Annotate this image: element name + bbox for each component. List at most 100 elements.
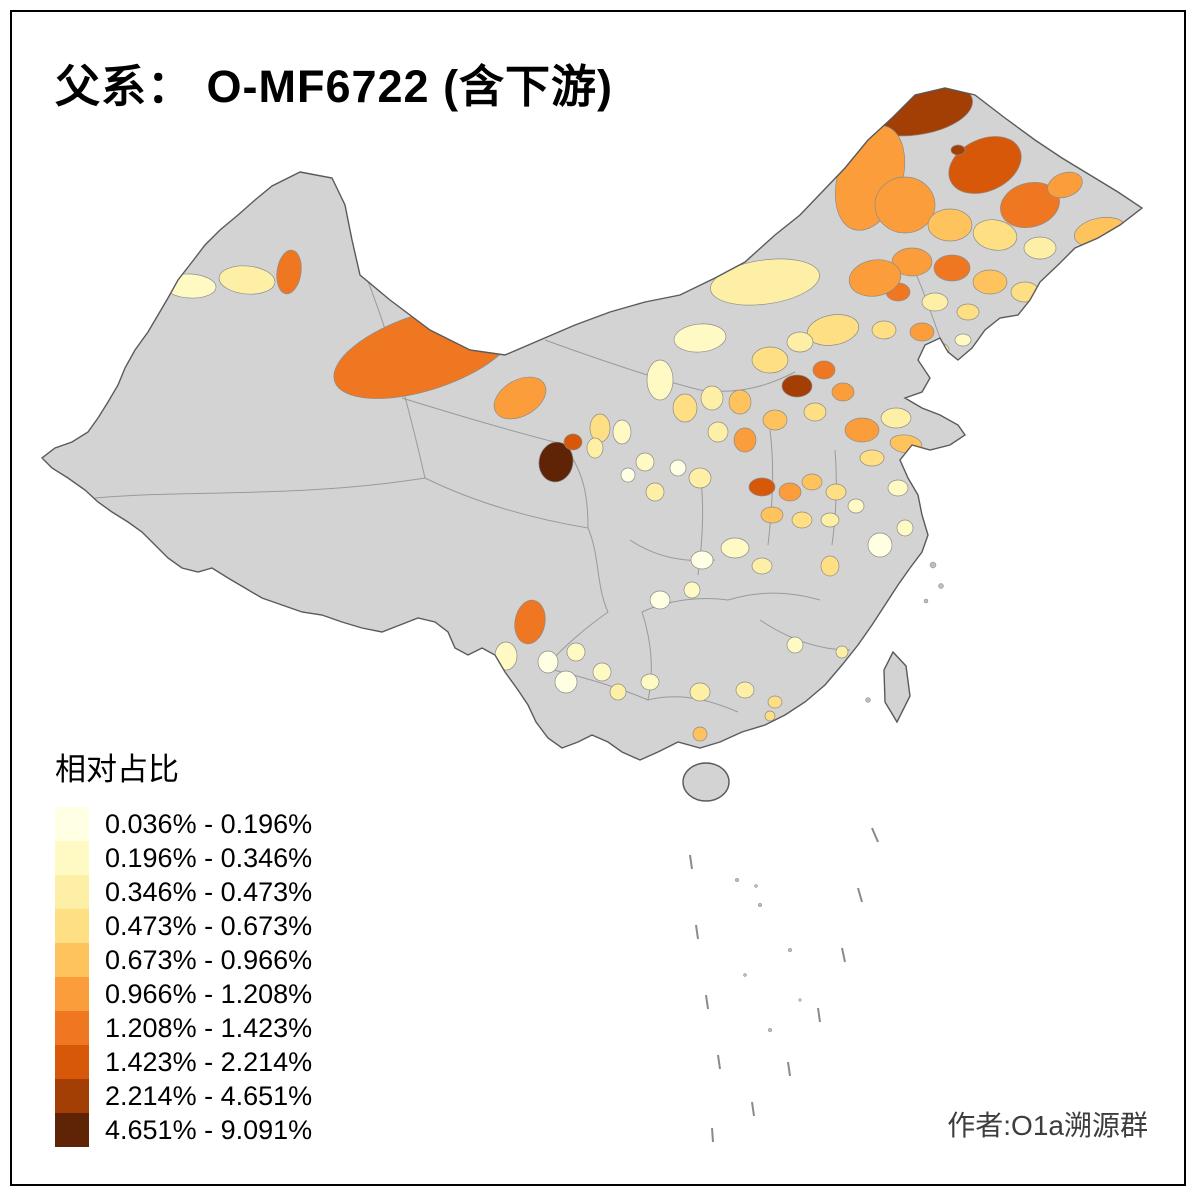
legend-swatch	[55, 807, 89, 841]
map-region	[635, 452, 655, 472]
map-region	[689, 682, 711, 702]
map-region	[921, 292, 949, 312]
map-region	[692, 726, 708, 742]
legend-swatch	[55, 1113, 89, 1147]
map-region	[733, 427, 757, 453]
legend-row: 0.966% - 1.208%	[55, 977, 312, 1011]
map-region	[767, 695, 783, 709]
legend-label: 0.196% - 0.346%	[105, 842, 313, 873]
legend-swatch	[55, 909, 89, 943]
legend-row: 0.346% - 0.473%	[55, 875, 312, 909]
map-region	[880, 407, 912, 429]
map-region	[760, 506, 784, 524]
map-region	[537, 650, 559, 674]
legend-row: 1.423% - 2.214%	[55, 1045, 312, 1079]
map-region	[683, 581, 701, 599]
map-region	[646, 359, 674, 401]
legend-label: 1.423% - 2.214%	[105, 1046, 313, 1077]
map-region	[748, 477, 776, 497]
legend-row: 1.208% - 1.423%	[55, 1011, 312, 1045]
map-region	[956, 303, 980, 321]
map-region	[778, 482, 802, 502]
map-region	[835, 645, 849, 659]
map-region	[786, 636, 804, 654]
map-regions	[163, 88, 1126, 742]
map-region	[612, 419, 632, 445]
map-region	[751, 346, 789, 374]
map-region	[592, 662, 612, 682]
legend-row: 0.196% - 0.346%	[55, 841, 312, 875]
map-region	[554, 670, 578, 694]
legend-label: 0.036% - 0.196%	[105, 808, 313, 839]
credit: 作者:O1a溯源群	[947, 1110, 1148, 1141]
map-region	[887, 479, 909, 497]
map-region	[649, 590, 671, 610]
map-region	[871, 320, 897, 340]
map-region	[690, 550, 714, 570]
legend-rows: 0.036% - 0.196% 0.196% - 0.346% 0.346% - 0…	[55, 807, 312, 1147]
legend-swatch	[55, 875, 89, 909]
legend-row: 2.214% - 4.651%	[55, 1079, 312, 1113]
map-region	[700, 385, 724, 411]
legend-swatch	[55, 1011, 89, 1045]
legend-row: 0.473% - 0.673%	[55, 909, 312, 943]
page-title: 父系： O-MF6722 (含下游)	[55, 61, 614, 112]
map-region	[1047, 171, 1083, 199]
map-region	[844, 417, 880, 443]
map-region	[972, 269, 1008, 295]
map-region	[710, 258, 820, 306]
map-region	[820, 512, 840, 528]
map-region	[1023, 236, 1057, 260]
legend-label: 0.966% - 1.208%	[105, 978, 313, 1009]
legend-label: 0.473% - 0.673%	[105, 910, 313, 941]
hainan-island	[682, 762, 730, 802]
map-region	[972, 219, 1018, 251]
map-region	[801, 473, 823, 491]
map-region	[720, 537, 750, 559]
map-region	[764, 710, 776, 722]
map-region	[538, 441, 574, 483]
map-region	[669, 459, 687, 477]
legend-swatch	[55, 841, 89, 875]
map-region	[218, 265, 276, 295]
map-region	[948, 136, 1022, 194]
south-china-sea-dashes	[689, 827, 879, 1143]
map-region	[933, 254, 971, 282]
legend-row: 4.651% - 9.091%	[55, 1113, 312, 1147]
map-region	[620, 467, 636, 483]
map-region	[896, 519, 914, 537]
map-region	[927, 208, 973, 242]
legend-swatch	[55, 1079, 89, 1113]
legend-label: 0.673% - 0.966%	[105, 944, 313, 975]
map-region	[909, 322, 935, 342]
map-region	[891, 247, 933, 277]
map-region	[276, 249, 302, 295]
map-region	[493, 376, 547, 420]
legend: 相对占比 0.036% - 0.196% 0.196% - 0.346% 0.346…	[55, 744, 312, 1147]
map-region	[563, 433, 583, 451]
map-region	[831, 382, 855, 402]
map-region	[847, 498, 865, 514]
legend-label: 2.214% - 4.651%	[105, 1080, 313, 1111]
legend-swatch	[55, 943, 89, 977]
map-region	[609, 683, 627, 701]
map-region	[735, 681, 755, 699]
map-region	[672, 393, 698, 423]
map-region	[762, 409, 788, 431]
legend-row: 0.673% - 0.966%	[55, 943, 312, 977]
coastal-islands	[865, 561, 944, 703]
map-region	[820, 555, 840, 577]
legend-row: 0.036% - 0.196%	[55, 807, 312, 841]
map-region	[867, 532, 893, 558]
legend-label: 4.651% - 9.091%	[105, 1114, 313, 1145]
map-region	[812, 360, 836, 380]
map-region	[645, 482, 665, 502]
map-region	[954, 333, 972, 347]
china-outline	[40, 87, 1144, 761]
map-region	[688, 467, 712, 489]
map-region	[707, 421, 729, 443]
map-region	[673, 323, 727, 353]
map-region	[514, 599, 546, 645]
map-region	[728, 389, 752, 415]
legend-label: 0.346% - 0.473%	[105, 876, 313, 907]
